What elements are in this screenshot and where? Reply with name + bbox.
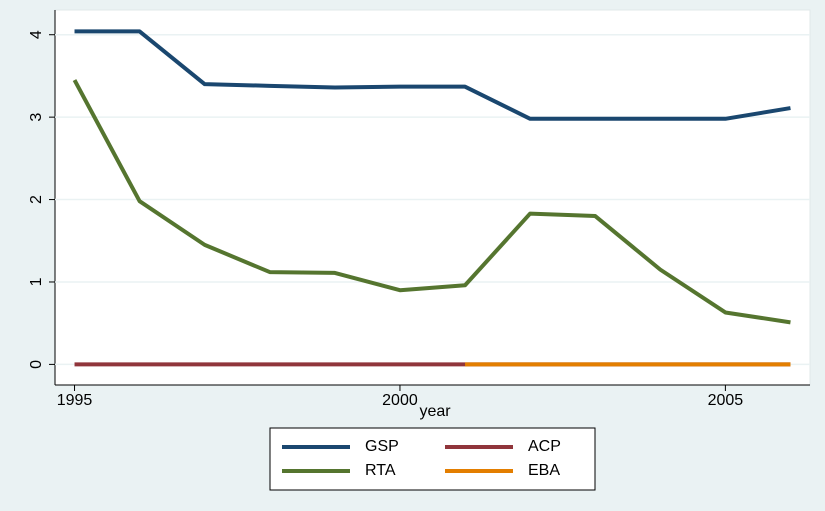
x-tick-label: 2005 <box>708 392 744 409</box>
y-tick-label: 0 <box>28 360 45 369</box>
plot-area <box>54 9 811 386</box>
legend <box>269 427 596 491</box>
legend-label: GSP <box>365 438 399 455</box>
x-tick-label: 2000 <box>382 392 418 409</box>
legend-label: ACP <box>528 438 561 455</box>
legend-label: RTA <box>365 462 396 479</box>
y-tick-label: 1 <box>28 277 45 286</box>
legend-label: EBA <box>528 462 560 479</box>
series-line <box>72 79 791 325</box>
y-tick-label: 3 <box>28 113 45 122</box>
y-tick-label: 4 <box>28 30 45 39</box>
x-tick-label: 1995 <box>57 392 93 409</box>
x-axis-label: year <box>419 403 451 420</box>
series-line <box>74 29 791 121</box>
y-tick-label: 2 <box>28 195 45 204</box>
